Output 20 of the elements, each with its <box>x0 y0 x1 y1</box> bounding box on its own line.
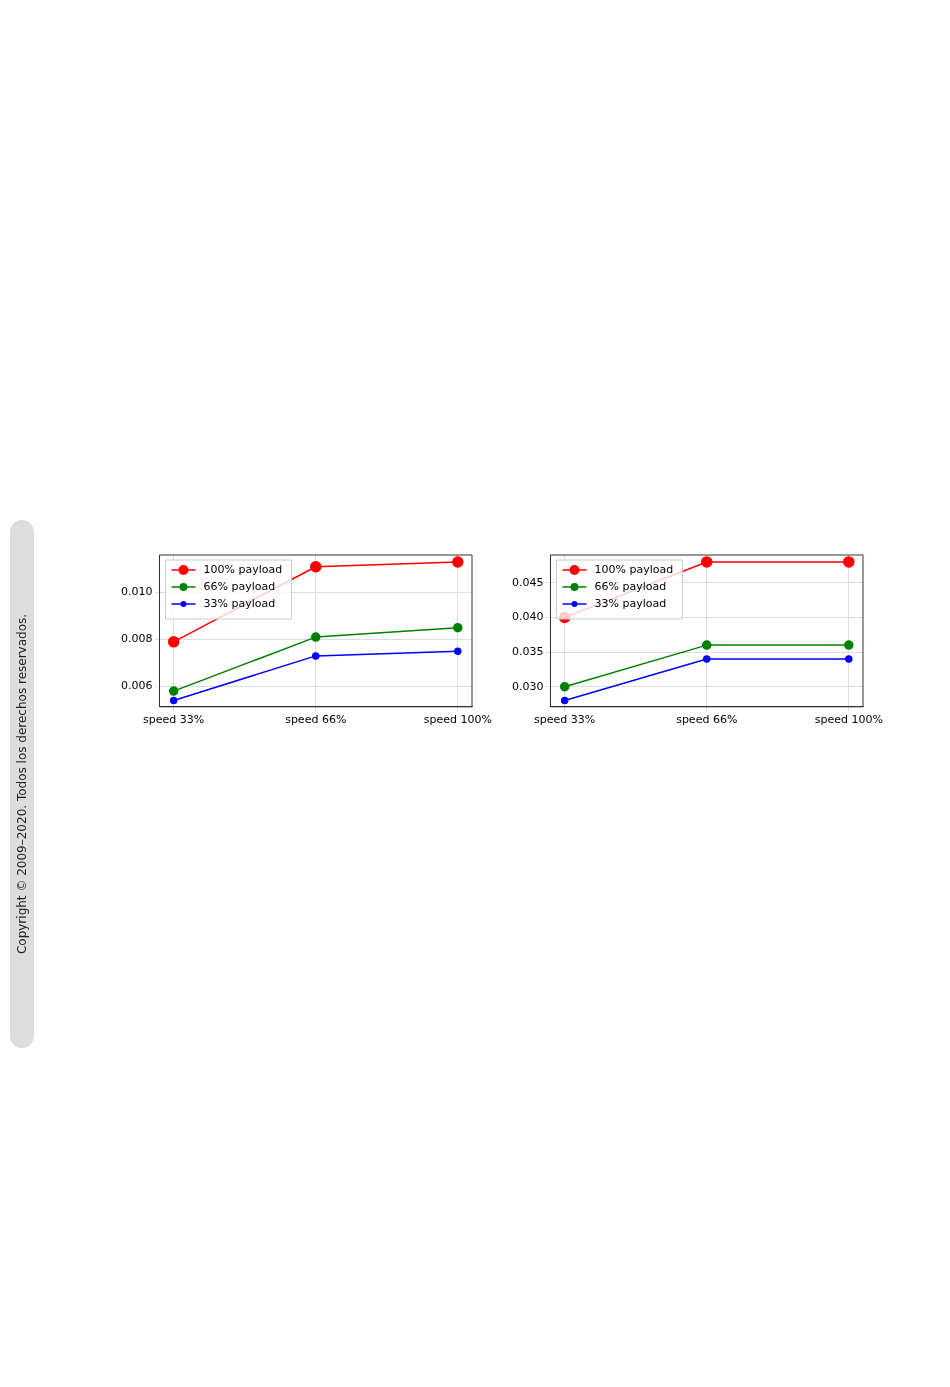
x-tick-label: speed 100% <box>423 713 492 727</box>
legend-label: 66% payload <box>203 579 276 593</box>
x-tick-label: speed 33% <box>534 713 596 727</box>
x-tick-label: speed 33% <box>143 713 205 727</box>
y-tick-label: 0.035 <box>511 644 544 658</box>
legend-label: 33% payload <box>594 596 667 610</box>
legend-label: 66% payload <box>594 579 667 593</box>
legend-label: 100% payload <box>203 562 283 576</box>
legend-label: 33% payload <box>203 596 276 610</box>
y-tick-label: 0.040 <box>511 610 544 624</box>
x-tick-label: speed 66% <box>285 713 347 727</box>
y-tick-label: 0.030 <box>511 679 544 693</box>
legend-label: 100% payload <box>594 562 674 576</box>
y-tick-label: 0.008 <box>120 632 153 646</box>
y-tick-label: 0.045 <box>511 575 544 589</box>
x-tick-label: speed 66% <box>676 713 738 727</box>
x-tick-label: speed 100% <box>814 713 883 727</box>
y-tick-label: 0.010 <box>120 585 153 599</box>
text: Copyright © 2009–2020. Todos los derechos reservados. <box>15 613 29 955</box>
y-tick-label: 0.006 <box>120 679 153 693</box>
